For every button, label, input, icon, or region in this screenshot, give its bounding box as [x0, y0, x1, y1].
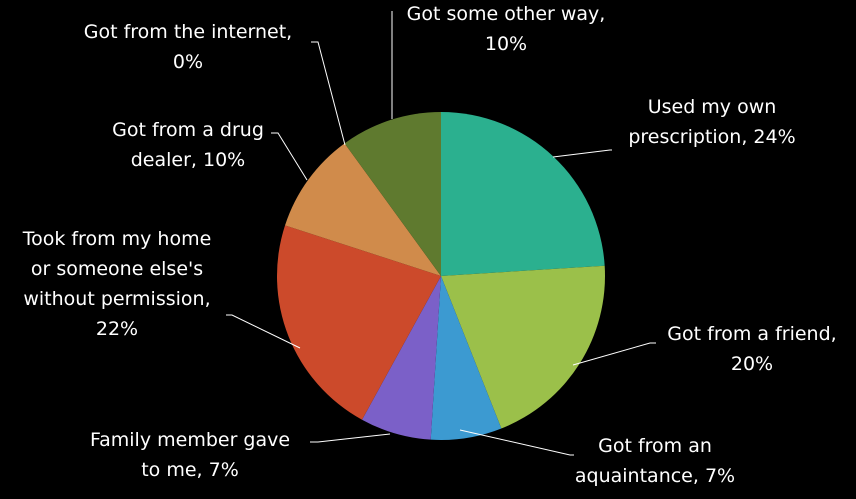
slice-label-line: Family member gave	[90, 429, 290, 451]
slice-label-line: Got from a drug	[112, 119, 264, 141]
slice-label-took-from-my-home-or-someone-else-s-without-permission: Took from my home or someone else's withou…	[22, 228, 212, 340]
leader-line-family-member-gave-to-me	[310, 433, 391, 443]
pie-slice-family-member-gave-to-me	[361, 276, 441, 440]
pie-slice-got-from-a-drug-dealer	[285, 143, 441, 276]
pie-slice-took-from-my-home-or-someone-else-s-without-permission	[277, 225, 441, 420]
slice-label-line: 20%	[731, 353, 773, 375]
slice-label-got-from-a-drug-dealer: Got from a drug dealer, 10%	[112, 119, 264, 171]
slice-label-family-member-gave-to-me: Family member gave to me, 7%	[90, 429, 290, 481]
slice-label-line: prescription, 24%	[628, 126, 795, 148]
slice-label-line: 10%	[485, 33, 527, 55]
slice-label-line: to me, 7%	[141, 459, 239, 481]
slice-label-used-my-own-prescription: Used my own prescription, 24%	[628, 96, 795, 148]
leader-lines	[226, 11, 656, 456]
slice-label-line: Used my own	[648, 96, 777, 118]
slice-labels: Used my own prescription, 24% Got from a f…	[22, 3, 837, 487]
pie-slice-used-my-own-prescription	[441, 112, 605, 276]
leader-line-took-from-my-home-or-someone-else-s-without-permission	[226, 314, 301, 349]
slice-label-line: Got some other way,	[407, 3, 606, 25]
slice-label-line: aquaintance, 7%	[575, 465, 735, 487]
leader-line-used-my-own-prescription	[552, 149, 612, 158]
slice-label-line: dealer, 10%	[131, 149, 245, 171]
slice-label-line: 0%	[173, 51, 203, 73]
pie-slice-got-from-an-aquaintance	[430, 276, 502, 440]
slice-label-got-some-other-way: Got some other way, 10%	[407, 3, 606, 55]
leader-line-got-from-a-drug-dealer	[271, 132, 308, 181]
pie-slices	[277, 112, 605, 440]
leader-line-got-from-a-friend	[572, 342, 656, 366]
slice-label-line: or someone else's	[31, 258, 203, 280]
slice-label-line: Got from the internet,	[84, 21, 292, 43]
slice-label-line: Took from my home	[22, 228, 212, 250]
slice-label-got-from-the-internet: Got from the internet, 0%	[84, 21, 292, 73]
slice-label-line: 22%	[96, 318, 138, 340]
slice-label-line: without permission,	[23, 288, 210, 310]
slice-label-got-from-an-aquaintance: Got from an aquaintance, 7%	[575, 435, 735, 487]
pie-slice-got-from-a-friend	[441, 265, 605, 429]
leader-line-got-from-the-internet	[311, 41, 346, 146]
slice-label-got-from-a-friend: Got from a friend, 20%	[667, 323, 836, 375]
slice-label-line: Got from a friend,	[667, 323, 836, 345]
leader-line-got-from-an-aquaintance	[459, 429, 574, 456]
slice-label-line: Got from an	[598, 435, 712, 457]
pie-slice-got-some-other-way	[344, 112, 441, 276]
